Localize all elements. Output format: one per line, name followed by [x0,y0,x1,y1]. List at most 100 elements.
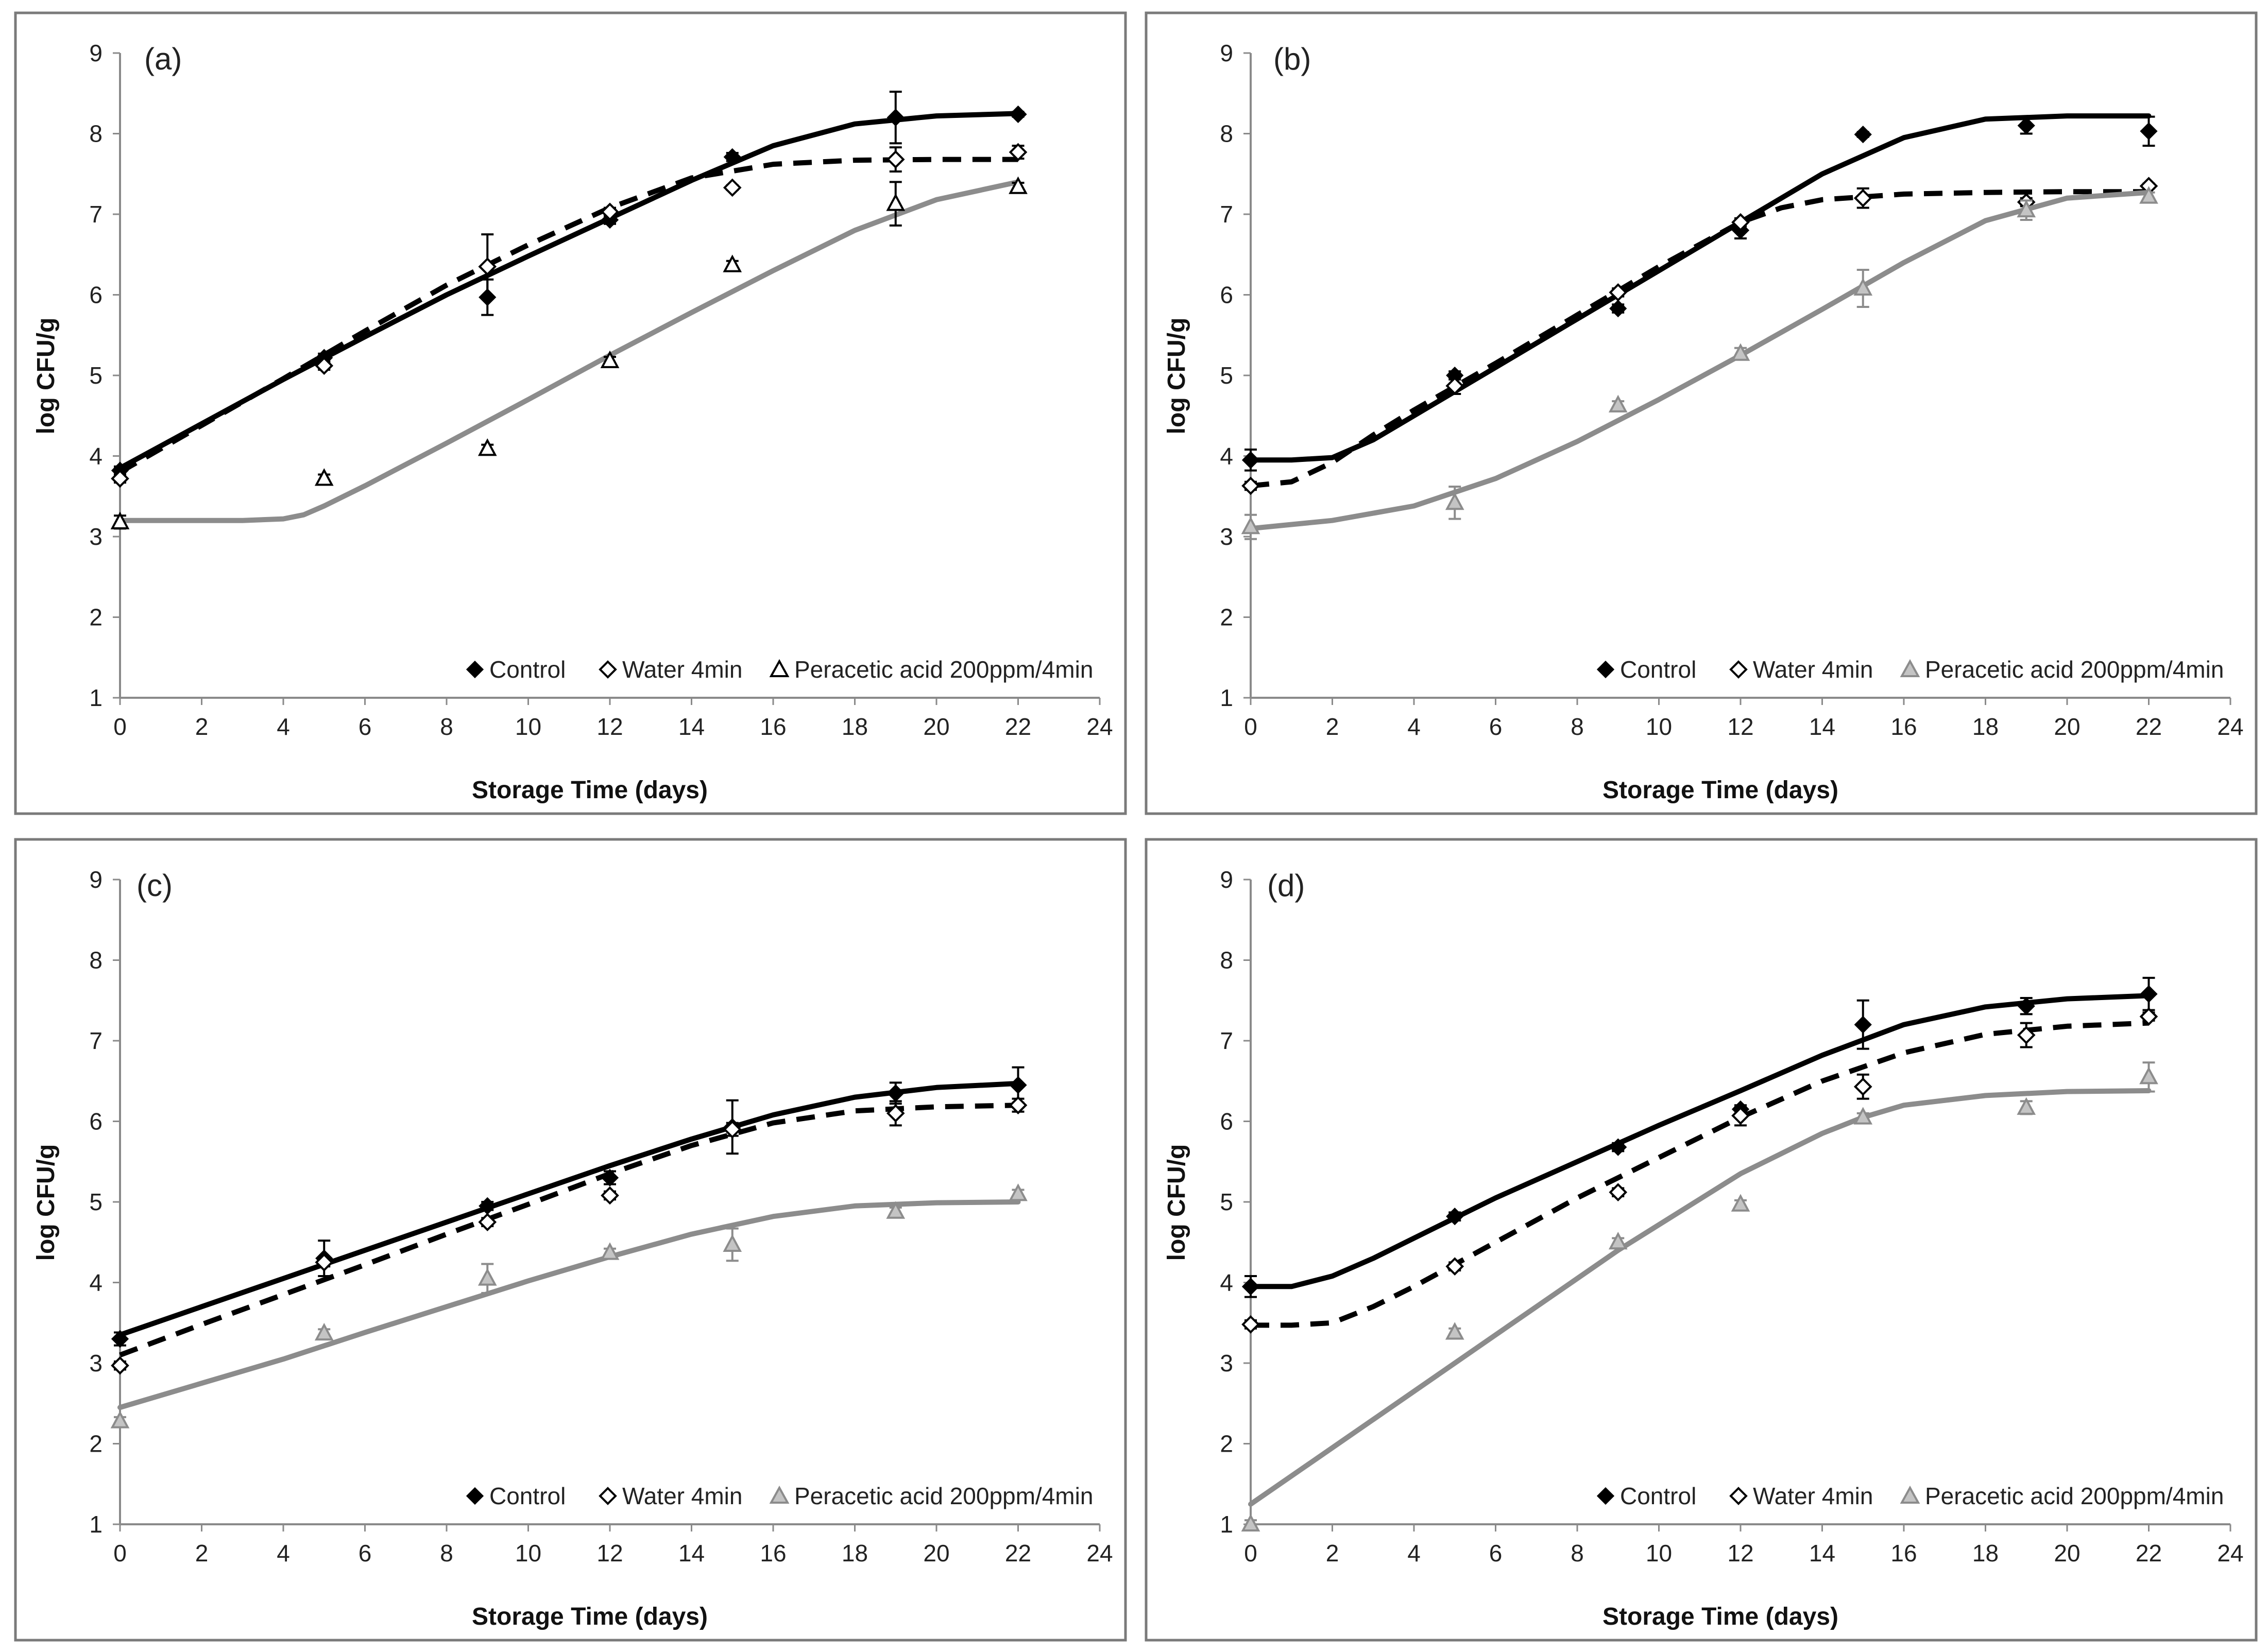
panel-a-y-tick-label: 4 [89,443,103,470]
panel-d-x-tick-label: 0 [1244,1540,1257,1567]
panel-b-x-tick-label: 8 [1571,713,1584,740]
panel-d-x-tick-label: 4 [1407,1540,1421,1567]
panel-c-x-tick-label: 10 [515,1540,541,1567]
panel-a-x-tick-label: 18 [842,713,868,740]
panel-c-x-tick-label: 6 [359,1540,372,1567]
legend-peracetic-label: Peracetic acid 200ppm/4min [794,1483,1093,1509]
panel-a-y-tick-label: 8 [89,121,103,147]
legend-control-label: Control [1620,656,1696,683]
panel-c-x-tick-label: 24 [1086,1540,1113,1567]
panel-c-y-tick-label: 4 [89,1269,103,1296]
legend-water-marker [1729,660,1748,679]
panel-c-control-fit-line [117,1080,1021,1338]
panel-c-water-point [601,1186,619,1205]
panel-b-control-point [1241,451,1260,469]
panel-a-peracetic-point [600,350,620,368]
panel-a-water-point [1009,143,1028,162]
panel-a-x-tick-label: 0 [113,713,127,740]
panel-d-water-point [1445,1257,1464,1276]
legend-water-marker [599,660,617,679]
panel-c-x-tick-label: 16 [760,1540,786,1567]
panel-d-x-tick-label: 10 [1646,1540,1672,1567]
panel-c-x-tick-label: 2 [195,1540,209,1567]
panel-d-frame [1145,838,2258,1642]
panel-b-y-tick-label: 6 [1220,282,1233,308]
panel-a-x-tick-label: 2 [195,713,209,740]
panel-c-x-tick-label: 4 [277,1540,290,1567]
panel-b-water-point [1731,213,1750,232]
panel-c-y-tick-label: 9 [89,866,103,893]
panel-b-water-point [1445,376,1464,395]
panel-b-water-point [1241,476,1260,495]
legend-water-label: Water 4min [1753,1483,1873,1509]
panel-d-peracetic-point [1445,1322,1464,1340]
legend-peracetic-marker [1900,659,1920,677]
panel-a-y-tick-label: 5 [89,362,103,389]
panel-b-x-tick-label: 24 [2217,713,2243,740]
panel-a-control-point [1009,105,1027,124]
panel-a-x-tick-label: 4 [277,713,290,740]
panel-a-y-tick-label: 9 [89,40,103,66]
panel-a-y-tick-label: 7 [89,201,103,228]
panel-d-peracetic-point [2139,1066,2158,1085]
legend-control-marker [466,1487,484,1505]
panel-b-x-tick-label: 10 [1646,713,1672,740]
panel-a-control-point [723,148,741,166]
panel-a-peracetic-fit-line [117,179,1021,523]
panel-d-y-tick-label: 1 [1220,1511,1233,1538]
panel-d-y-axis-label: log CFU/g [1163,1144,1190,1261]
panel-d-label: (d) [1267,868,1305,903]
legend-peracetic-marker [1900,1485,1920,1504]
panel-d-x-tick-label: 2 [1326,1540,1339,1567]
panel-d-peracetic-point [2017,1097,2036,1115]
panel-c-peracetic-point [110,1410,130,1429]
panel-d-legend: Control Water 4min Peracetic acid 200ppm… [1596,1483,2224,1509]
panel-b-x-tick-label: 20 [2054,713,2080,740]
panel-d-x-tick-label: 24 [2217,1540,2243,1567]
panel-c-water-point [1009,1096,1028,1115]
panel-a-water-point [315,356,334,375]
panel-d-water-point [2139,1007,2158,1026]
legend-control-label: Control [489,656,566,683]
legend-peracetic-label: Peracetic acid 200ppm/4min [794,656,1093,683]
panel-a-water-point [111,469,129,488]
panel-a-y-tick-label: 6 [89,282,103,308]
panel-c-water-point [478,1213,497,1231]
panel-a-label: (a) [144,42,182,76]
panel-d-x-axis-label: Storage Time (days) [1602,1603,1838,1630]
panel-d-peracetic-fit-line [1248,1088,2152,1507]
panel-b-control-point [1609,299,1627,318]
panel-a-x-tick-label: 10 [515,713,541,740]
panel-a-x-tick-label: 12 [596,713,623,740]
panel-a-x-tick-label: 16 [760,713,786,740]
panel-c-peracetic-point [886,1201,906,1219]
panel-b-x-tick-label: 0 [1244,713,1257,740]
panel-d-water-fit-line [1251,1020,2149,1328]
panel-c-y-tick-label: 5 [89,1189,103,1215]
legend-water-label: Water 4min [622,656,742,683]
panel-a-water-point [886,150,905,169]
panel-b-y-tick-label: 8 [1220,121,1233,147]
panel-c-control-point [111,1330,129,1348]
panel-c-x-tick-label: 12 [596,1540,623,1567]
panel-d-y-tick-label: 9 [1220,866,1233,893]
legend-control-marker [1596,660,1615,679]
panel-a-x-axis-label: Storage Time (days) [472,777,708,804]
panel-d-y-tick-label: 2 [1220,1431,1233,1457]
panel-a-x-tick-label: 22 [1005,713,1031,740]
panel-d-y-tick-label: 6 [1220,1108,1233,1135]
legend-control-label: Control [489,1483,566,1509]
panel-b-water-point [1853,188,1872,208]
legend-water-marker [1729,1487,1748,1505]
panel-c-peracetic-point [600,1242,620,1260]
panel-d-water-point [1731,1106,1750,1125]
panel-d-control-point [2140,985,2158,1003]
panel-d-y-tick-label: 7 [1220,1027,1233,1054]
panel-a-x-tick-label: 8 [440,713,453,740]
panel-c-x-tick-label: 18 [842,1540,868,1567]
legend-peracetic-marker [769,659,790,677]
panel-a-control-fit-line [117,111,1021,471]
panel-a-y-tick-label: 2 [89,604,103,631]
panel-a-peracetic-point [314,468,334,486]
panel-c-peracetic-point [1009,1183,1028,1201]
